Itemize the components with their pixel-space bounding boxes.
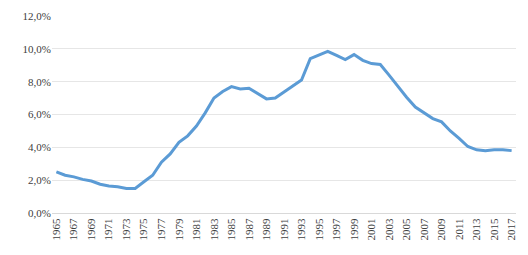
svg-text:2005: 2005: [400, 218, 412, 241]
svg-text:1997: 1997: [330, 218, 342, 241]
svg-text:10,0%: 10,0%: [23, 43, 51, 55]
svg-text:1971: 1971: [102, 218, 114, 240]
svg-text:1965: 1965: [50, 218, 62, 241]
svg-text:1981: 1981: [190, 218, 202, 240]
svg-text:1989: 1989: [260, 218, 272, 241]
svg-text:0,0%: 0,0%: [28, 207, 51, 219]
svg-text:2003: 2003: [383, 218, 395, 241]
svg-text:2001: 2001: [365, 218, 377, 240]
svg-text:1995: 1995: [313, 218, 325, 241]
svg-text:12,0%: 12,0%: [23, 10, 51, 22]
svg-text:1993: 1993: [295, 218, 307, 241]
svg-text:2009: 2009: [435, 218, 447, 241]
svg-text:4,0%: 4,0%: [28, 141, 51, 153]
svg-text:6,0%: 6,0%: [28, 108, 51, 120]
svg-text:2013: 2013: [470, 218, 482, 241]
svg-text:8,0%: 8,0%: [28, 76, 51, 88]
svg-text:2011: 2011: [453, 218, 465, 240]
svg-text:2007: 2007: [418, 218, 430, 241]
svg-text:1983: 1983: [208, 218, 220, 241]
svg-text:1999: 1999: [348, 218, 360, 241]
svg-text:1985: 1985: [225, 218, 237, 241]
svg-text:1979: 1979: [173, 218, 185, 241]
svg-text:2015: 2015: [488, 218, 500, 241]
svg-text:2,0%: 2,0%: [28, 174, 51, 186]
svg-text:1977: 1977: [155, 218, 167, 241]
svg-text:1987: 1987: [243, 218, 255, 241]
svg-text:1975: 1975: [137, 218, 149, 241]
svg-text:1991: 1991: [278, 218, 290, 240]
svg-text:1969: 1969: [85, 218, 97, 241]
svg-text:2017: 2017: [505, 218, 517, 241]
svg-text:1967: 1967: [67, 218, 79, 241]
svg-text:1973: 1973: [120, 218, 132, 241]
